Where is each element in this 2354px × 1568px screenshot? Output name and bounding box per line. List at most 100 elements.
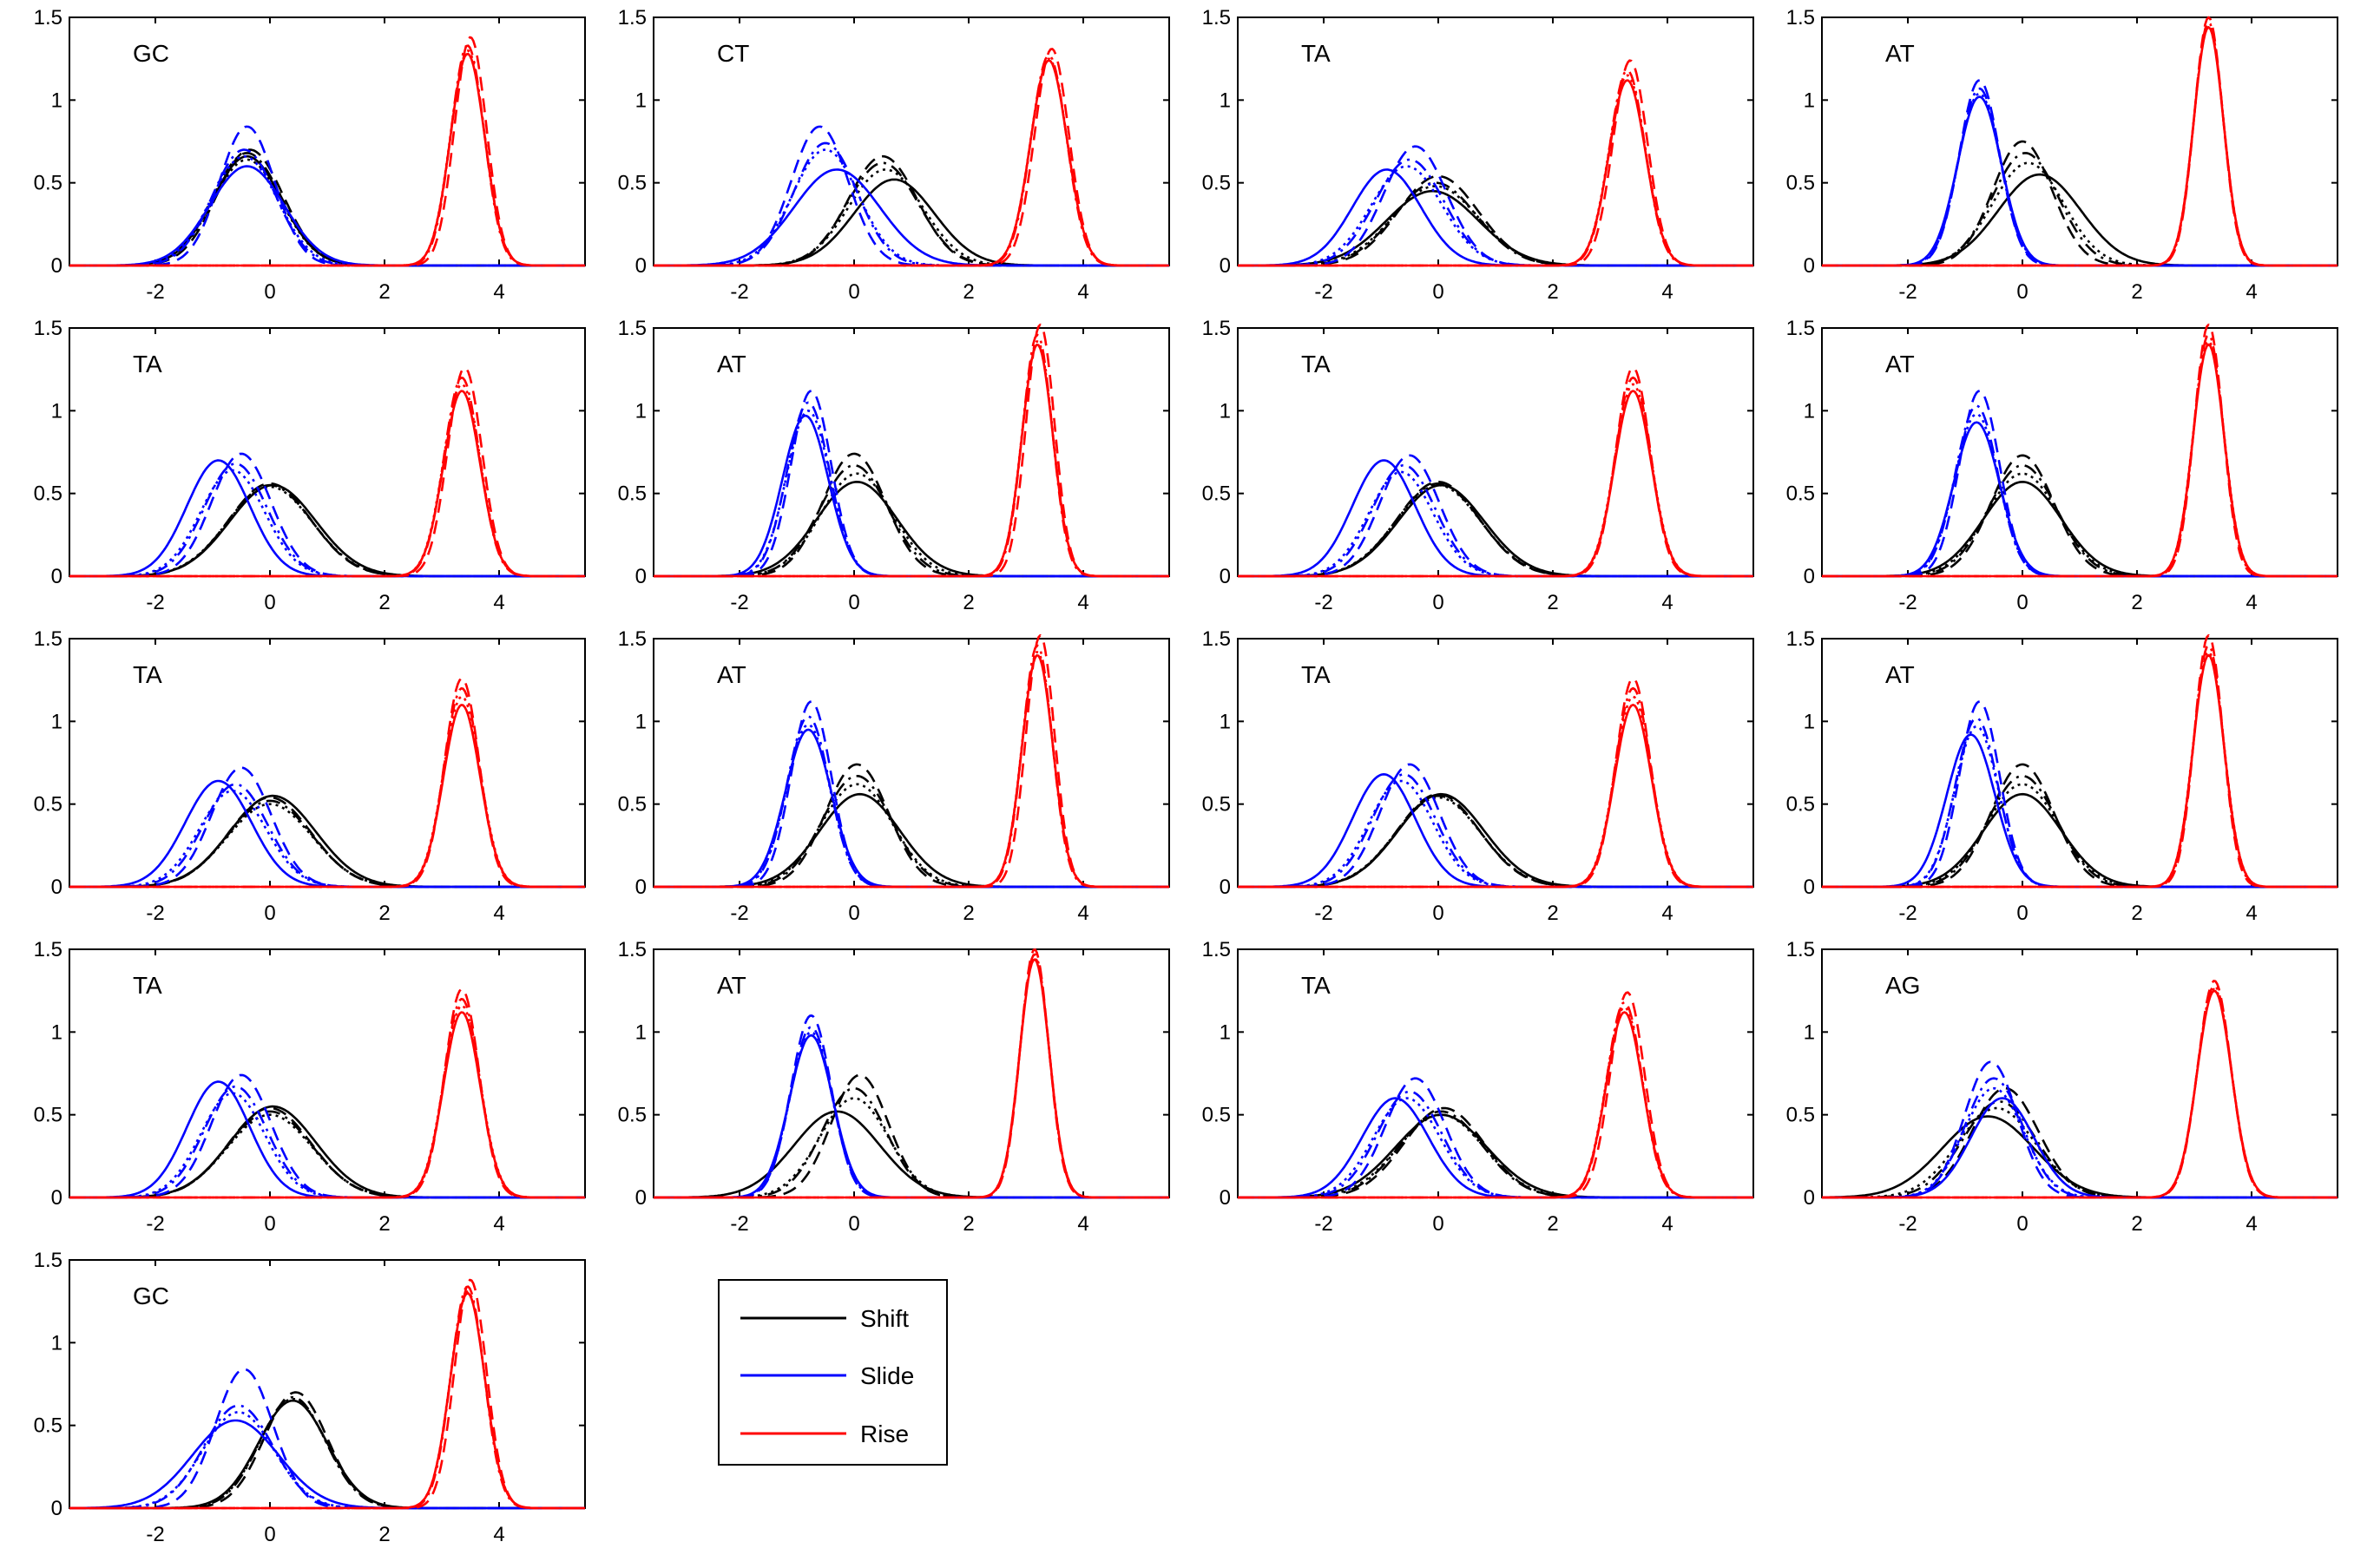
x-tick-label: -2 — [1314, 1212, 1332, 1236]
x-tick-label: -2 — [730, 280, 748, 304]
y-tick-label: 1.5 — [34, 6, 62, 30]
y-tick-label: 1.5 — [1786, 6, 1815, 30]
series-line-rise-dotted — [654, 57, 1169, 267]
y-tick-label: 1 — [1220, 710, 1231, 733]
x-tick-label: 2 — [378, 591, 390, 614]
x-tick-label: 4 — [1661, 280, 1673, 304]
y-tick-label: 1 — [635, 1020, 647, 1044]
y-tick-label: 0.5 — [1786, 1104, 1815, 1127]
x-tick-label: 4 — [2246, 591, 2257, 614]
series-line-shift-dashdot — [1238, 482, 1753, 578]
y-tick-label: 0 — [1220, 1186, 1231, 1210]
legend: Shift Slide Rise — [718, 1279, 948, 1466]
x-tick-label: 0 — [1432, 591, 1443, 614]
x-tick-label: 0 — [2016, 280, 2028, 304]
x-tick-label: 2 — [2131, 1212, 2142, 1236]
series-line-rise-dashed — [1238, 59, 1753, 267]
y-tick-label: 1 — [1220, 89, 1231, 112]
series-line-slide-dashdot — [69, 148, 585, 267]
y-tick-label: 1.5 — [1786, 938, 1815, 961]
legend-label-slide: Slide — [860, 1362, 914, 1389]
y-tick-label: 1.5 — [1202, 938, 1231, 961]
series-line-rise-dotted — [69, 383, 585, 578]
x-tick-label: 4 — [493, 1523, 504, 1546]
series-line-rise-dotted — [1822, 24, 2338, 267]
series-line-rise-dotted — [654, 340, 1169, 578]
y-tick-label: 0 — [51, 1186, 62, 1210]
series-line-slide-dashdot — [1238, 1090, 1753, 1199]
y-tick-label: 0.5 — [1202, 1104, 1231, 1127]
y-tick-label: 0.5 — [618, 793, 647, 817]
series-line-shift-dotted — [654, 783, 1169, 889]
series-line-rise-dotted — [69, 1004, 585, 1199]
x-tick-label: 0 — [848, 591, 859, 614]
y-tick-label: 1 — [51, 1020, 62, 1044]
y-tick-label: 0.5 — [1786, 793, 1815, 817]
series-line-rise-dashed — [654, 48, 1169, 267]
x-tick-label: 2 — [963, 280, 974, 304]
y-tick-label: 0.5 — [1786, 172, 1815, 195]
panel-13: -2 0 2 4 0 0.5 1 1.5 TA — [34, 938, 586, 1236]
y-tick-label: 0.5 — [618, 172, 647, 195]
x-tick-label: 0 — [264, 280, 275, 304]
y-tick-label: 0 — [51, 565, 62, 588]
series-line-shift-dotted — [1822, 161, 2338, 267]
x-tick-label: 2 — [1547, 1212, 1558, 1236]
panel-3: -2 0 2 4 0 0.5 1 1.5 TA — [1202, 6, 1754, 304]
panel-6: -2 0 2 4 0 0.5 1 1.5 AT — [618, 317, 1170, 614]
x-tick-label: 2 — [378, 1212, 390, 1236]
y-tick-label: 1 — [1804, 710, 1815, 733]
panel-16: -2 0 2 4 0 0.5 1 1.5 AG — [1786, 938, 2338, 1236]
panel-grid: -2 0 2 4 0 0.5 1 1.5 GC -2 0 2 4 0 0.5 1 1.5 CT -2 0 2 4 0 0.5 1… — [34, 6, 2338, 1546]
panel-15: -2 0 2 4 0 0.5 1 1.5 TA — [1202, 938, 1754, 1236]
panel-label: TA — [1301, 40, 1331, 67]
series-line-rise-dotted — [654, 651, 1169, 889]
y-tick-label: 1.5 — [1202, 317, 1231, 340]
x-tick-label: 2 — [963, 1212, 974, 1236]
y-tick-label: 0.5 — [34, 482, 62, 506]
x-tick-label: 0 — [1432, 1212, 1443, 1236]
series-line-rise-dashed — [69, 677, 585, 889]
series-line-slide-dotted — [654, 148, 1169, 267]
x-tick-label: 4 — [1077, 591, 1088, 614]
panel-label: CT — [717, 40, 749, 67]
x-tick-label: 4 — [1077, 1212, 1088, 1236]
y-tick-label: 0 — [1220, 254, 1231, 278]
x-tick-label: 2 — [2131, 591, 2142, 614]
series-line-shift-dotted — [1238, 796, 1753, 889]
y-tick-label: 1.5 — [34, 1249, 62, 1272]
panel-label: TA — [1301, 351, 1331, 377]
panel-11: -2 0 2 4 0 0.5 1 1.5 TA — [1202, 627, 1754, 925]
y-tick-label: 1.5 — [34, 938, 62, 961]
x-tick-label: 2 — [1547, 280, 1558, 304]
panel-label: AT — [717, 661, 746, 688]
panel-8: -2 0 2 4 0 0.5 1 1.5 AT — [1786, 317, 2338, 614]
x-tick-label: -2 — [1898, 1212, 1917, 1236]
y-tick-label: 1 — [635, 399, 647, 423]
y-tick-label: 1 — [635, 89, 647, 112]
x-tick-label: -2 — [730, 591, 748, 614]
series-line-rise-dotted — [1238, 74, 1753, 267]
y-tick-label: 0 — [1804, 1186, 1815, 1210]
y-tick-label: 1 — [1220, 1020, 1231, 1044]
series-line-rise-dashed — [69, 1278, 585, 1510]
x-tick-label: 0 — [264, 902, 275, 925]
series-line-shift-dotted — [654, 472, 1169, 578]
y-tick-label: 1.5 — [1786, 627, 1815, 651]
series-line-shift-dotted — [69, 803, 585, 889]
x-tick-label: 2 — [963, 902, 974, 925]
y-tick-label: 0 — [51, 1497, 62, 1520]
x-tick-label: 0 — [848, 902, 859, 925]
legend-label-shift: Shift — [860, 1305, 909, 1332]
y-tick-label: 1.5 — [1786, 317, 1815, 340]
series-line-slide-dotted — [69, 1411, 585, 1510]
series-line-shift-dashed — [654, 763, 1169, 889]
series-line-rise-dotted — [69, 695, 585, 889]
panel-14: -2 0 2 4 0 0.5 1 1.5 AT — [618, 938, 1170, 1236]
x-tick-label: 0 — [2016, 1212, 2028, 1236]
series-line-slide-dotted — [1238, 165, 1753, 267]
panel-17: -2 0 2 4 0 0.5 1 1.5 GC — [34, 1249, 586, 1546]
series-line-rise-dashed — [1822, 980, 2338, 1199]
x-tick-label: 4 — [493, 902, 504, 925]
panel-2: -2 0 2 4 0 0.5 1 1.5 CT — [618, 6, 1170, 304]
